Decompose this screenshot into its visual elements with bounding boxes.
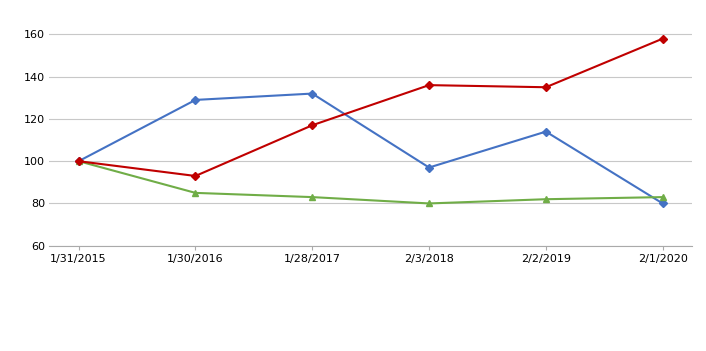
S&P 400 Specialty Retailing Index <box>308 195 316 199</box>
Russell Midcap Index <box>191 174 200 178</box>
S&P 400 Specialty Retailing Index <box>542 197 550 201</box>
Foot Locker, Inc. <box>659 201 667 206</box>
Line: Foot Locker, Inc.: Foot Locker, Inc. <box>76 91 666 207</box>
Foot Locker, Inc. <box>74 159 83 163</box>
Line: S&P 400 Specialty Retailing Index: S&P 400 Specialty Retailing Index <box>75 158 666 207</box>
Russell Midcap Index <box>659 37 667 41</box>
Foot Locker, Inc. <box>542 130 550 134</box>
S&P 400 Specialty Retailing Index <box>659 195 667 199</box>
Foot Locker, Inc. <box>308 92 316 96</box>
S&P 400 Specialty Retailing Index <box>191 191 200 195</box>
Russell Midcap Index <box>308 123 316 127</box>
S&P 400 Specialty Retailing Index <box>74 159 83 163</box>
Russell Midcap Index <box>425 83 433 87</box>
Foot Locker, Inc. <box>191 98 200 102</box>
Foot Locker, Inc. <box>425 165 433 170</box>
Russell Midcap Index <box>542 85 550 90</box>
Line: Russell Midcap Index: Russell Midcap Index <box>76 35 666 179</box>
S&P 400 Specialty Retailing Index <box>425 201 433 206</box>
Russell Midcap Index <box>74 159 83 163</box>
